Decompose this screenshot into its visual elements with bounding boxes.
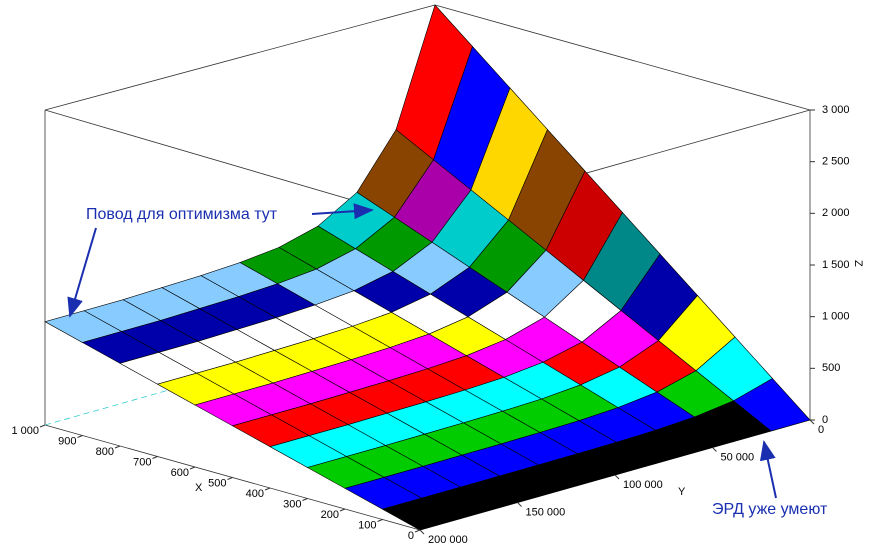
arrow — [759, 440, 777, 499]
arrow — [67, 227, 97, 318]
x-tick — [189, 466, 196, 470]
x-tick-label: 600 — [171, 467, 189, 479]
y-tick — [809, 419, 815, 425]
x-tick — [264, 487, 271, 491]
y-tick-label: 200 000 — [428, 534, 468, 543]
axes: 0 100 200 300 400 500 600 700 800 900 1 000 0 50 000… — [11, 104, 849, 543]
x-tick — [114, 445, 121, 449]
surface — [44, 4, 811, 531]
arrow — [311, 203, 374, 220]
z-tick-label: 1 000 — [822, 311, 850, 323]
z-tick-label: 1 500 — [822, 259, 850, 271]
x-tick-label: 900 — [58, 435, 76, 447]
x-tick-label: 300 — [283, 498, 301, 510]
x-tick — [339, 508, 346, 512]
x-tick — [227, 477, 233, 480]
x-tick-label: 100 — [358, 519, 376, 531]
x-tick — [302, 498, 308, 501]
y-tick — [614, 474, 620, 480]
z-tick-label: 500 — [822, 362, 840, 374]
surface-cell — [381, 497, 460, 531]
x-tick-label: 0 — [408, 530, 414, 542]
x-tick-label: 700 — [133, 456, 151, 468]
y-tick — [419, 529, 425, 535]
box-edge — [434, 4, 811, 111]
y-tick — [517, 502, 522, 507]
x-tick-label: 1 000 — [11, 425, 39, 437]
z-tick-label: 2 000 — [822, 207, 850, 219]
x-tick — [377, 519, 383, 522]
x-tick — [152, 456, 158, 459]
z-tick-label: 0 — [822, 414, 828, 426]
x-tick-label: 400 — [246, 488, 264, 500]
y-axis-label: Y — [678, 486, 686, 498]
x-tick-label: 200 — [321, 509, 339, 521]
y-tick — [712, 447, 717, 452]
y-tick-label: 50 000 — [721, 451, 755, 463]
x-tick — [39, 424, 46, 428]
y-tick-label: 0 — [818, 424, 824, 436]
z-tick-label: 2 500 — [822, 156, 850, 168]
annotation: Повод для оптимизма тут — [86, 206, 278, 223]
y-tick-label: 150 000 — [526, 506, 566, 518]
x-tick-label: 500 — [208, 477, 226, 489]
y-tick-label: 100 000 — [623, 479, 663, 491]
x-tick — [77, 435, 83, 438]
annotation: ЭРД уже умеют — [712, 501, 828, 518]
z-axis-label: Z — [852, 260, 864, 267]
box-edge — [44, 4, 436, 111]
x-tick-label: 800 — [96, 446, 114, 458]
x-tick — [414, 529, 421, 533]
x-axis-label: X — [195, 482, 203, 494]
z-tick-label: 3 000 — [822, 104, 850, 116]
